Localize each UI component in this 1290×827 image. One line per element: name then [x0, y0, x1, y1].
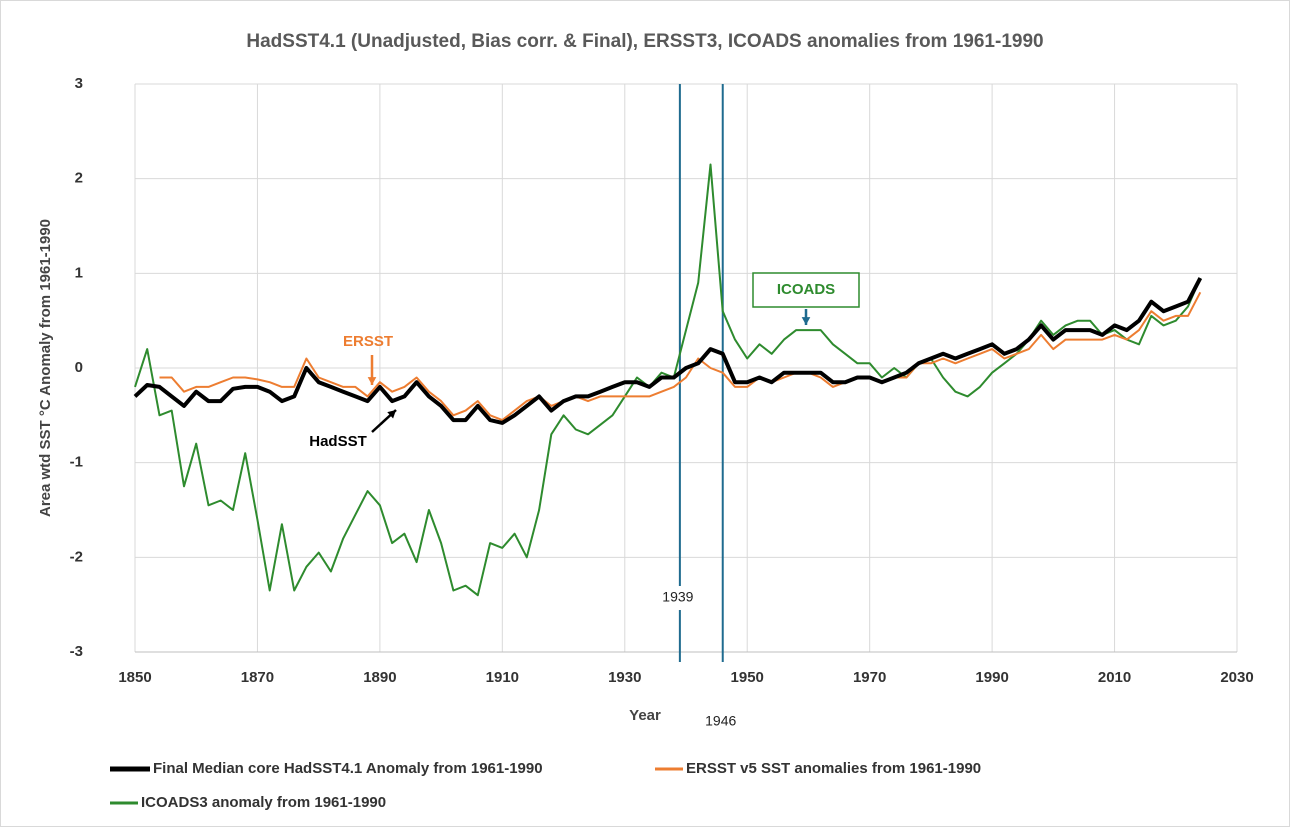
legend-label: ICOADS3 anomaly from 1961-1990	[141, 794, 386, 811]
marker-label-bg	[694, 710, 747, 734]
annotation-arrowhead	[367, 377, 377, 385]
x-tick-label: 1930	[608, 669, 641, 686]
annotation-arrowhead	[801, 317, 811, 325]
y-tick-label: 0	[75, 359, 83, 376]
x-tick-label: 1990	[975, 669, 1008, 686]
series-line	[159, 291, 1202, 422]
y-axis-label: Area wtd SST °C Anomaly from 1961-1990	[37, 219, 54, 517]
y-tick-label: 2	[75, 170, 83, 187]
y-tick-label: 3	[75, 75, 83, 92]
annotation-text: HadSST	[309, 433, 367, 450]
chart-title: HadSST4.1 (Unadjusted, Bias corr. & Fina…	[246, 31, 1043, 52]
series-line	[133, 277, 1203, 425]
annotation-text: ERSST	[343, 333, 393, 350]
x-tick-label: 1970	[853, 669, 886, 686]
marker-label-bg	[651, 586, 704, 610]
x-tick-label: 1910	[486, 669, 519, 686]
x-tick-label: 1850	[118, 669, 151, 686]
annotation-text: ICOADS	[777, 281, 835, 298]
y-tick-label: -1	[70, 454, 83, 471]
marker-label: 1946	[705, 713, 736, 729]
x-tick-label: 1950	[731, 669, 764, 686]
x-tick-label: 1890	[363, 669, 396, 686]
legend-label: Final Median core HadSST4.1 Anomaly from…	[153, 760, 543, 777]
annotation-arrowhead	[387, 410, 396, 419]
legend-label: ERSST v5 SST anomalies from 1961-1990	[686, 760, 981, 777]
x-tick-label: 1870	[241, 669, 274, 686]
x-tick-label: 2010	[1098, 669, 1131, 686]
y-tick-label: 1	[75, 264, 83, 281]
y-tick-label: -3	[70, 643, 83, 660]
marker-label: 1939	[662, 589, 693, 605]
x-tick-label: 2030	[1220, 669, 1253, 686]
x-axis-label: Year	[629, 707, 661, 724]
annotation-box	[752, 272, 860, 308]
y-tick-label: -2	[70, 548, 83, 565]
